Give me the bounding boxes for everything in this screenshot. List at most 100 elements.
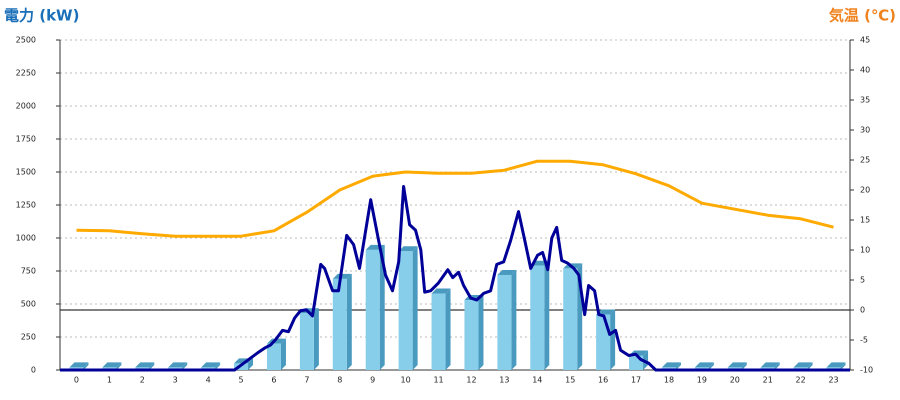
y-tick-label: 1750 bbox=[16, 135, 36, 144]
bar-side bbox=[807, 362, 813, 370]
bar-top bbox=[793, 362, 813, 368]
bar-top bbox=[661, 362, 681, 368]
bar-top bbox=[431, 288, 451, 294]
bar-side bbox=[182, 362, 188, 370]
y2-tick-label: -5 bbox=[860, 336, 868, 345]
x-tick-label: 11 bbox=[433, 376, 443, 385]
bar-side bbox=[83, 362, 89, 370]
bar bbox=[332, 278, 347, 370]
bar bbox=[530, 265, 545, 370]
bar-top bbox=[332, 273, 352, 279]
power-line bbox=[60, 185, 850, 372]
bar bbox=[497, 274, 512, 370]
bar-top bbox=[596, 309, 616, 315]
y2-tick-label: 35 bbox=[860, 96, 870, 105]
bar bbox=[596, 314, 611, 370]
y-tick-label: 1250 bbox=[16, 201, 36, 210]
y-axis-title: 電力 (kW) bbox=[4, 7, 79, 25]
bar bbox=[365, 249, 380, 370]
y2-tick-label: 15 bbox=[860, 216, 870, 225]
bar-side bbox=[708, 362, 714, 370]
y2-tick-label: 45 bbox=[860, 36, 870, 45]
x-tick-label: 5 bbox=[238, 376, 243, 385]
y-tick-label: 500 bbox=[21, 300, 36, 309]
bar-top bbox=[168, 362, 188, 368]
bar bbox=[563, 268, 578, 370]
bar-top bbox=[201, 362, 221, 368]
bar-top bbox=[826, 362, 846, 368]
bar-side bbox=[116, 362, 122, 370]
bar-side bbox=[412, 246, 418, 370]
y2-tick-label: 0 bbox=[860, 306, 865, 315]
y2-tick-label: -10 bbox=[860, 366, 873, 375]
bar-side bbox=[478, 295, 484, 370]
x-tick-label: 10 bbox=[401, 376, 411, 385]
x-tick-label: 2 bbox=[140, 376, 145, 385]
bar-side bbox=[379, 244, 385, 370]
temperature-line bbox=[76, 159, 834, 238]
bar-top bbox=[727, 362, 747, 368]
x-tick-label: 3 bbox=[173, 376, 178, 385]
y-tick-label: 2500 bbox=[16, 36, 36, 45]
x-tick-label: 7 bbox=[304, 376, 309, 385]
bar-side bbox=[544, 260, 550, 370]
x-tick-label: 13 bbox=[499, 376, 509, 385]
y2-tick-label: 10 bbox=[860, 246, 870, 255]
bar-side bbox=[248, 358, 254, 370]
x-tick-label: 12 bbox=[466, 376, 476, 385]
bar-top bbox=[760, 362, 780, 368]
bar-side bbox=[280, 338, 286, 370]
bar-side bbox=[774, 362, 780, 370]
x-tick-label: 6 bbox=[271, 376, 276, 385]
x-tick-label: 0 bbox=[74, 376, 79, 385]
bar bbox=[299, 313, 314, 370]
x-tick-label: 18 bbox=[664, 376, 674, 385]
y-tick-label: 750 bbox=[21, 267, 36, 276]
bar-side bbox=[215, 362, 221, 370]
x-tick-label: 14 bbox=[532, 376, 542, 385]
x-tick-label: 16 bbox=[598, 376, 608, 385]
x-tick-label: 1 bbox=[107, 376, 112, 385]
x-tick-label: 20 bbox=[730, 376, 740, 385]
bar-top bbox=[102, 362, 122, 368]
y-tick-label: 2000 bbox=[16, 102, 36, 111]
x-tick-label: 21 bbox=[763, 376, 773, 385]
x-tick-label: 19 bbox=[697, 376, 707, 385]
x-tick-label: 4 bbox=[206, 376, 211, 385]
x-tick-label: 23 bbox=[828, 376, 838, 385]
x-tick-label: 8 bbox=[337, 376, 342, 385]
bar-top bbox=[497, 269, 517, 275]
y-tick-label: 1500 bbox=[16, 168, 36, 177]
bar-top bbox=[135, 362, 155, 368]
x-tick-label: 17 bbox=[631, 376, 641, 385]
bar-side bbox=[840, 362, 846, 370]
bar-top bbox=[398, 246, 418, 252]
bar-side bbox=[741, 362, 747, 370]
y-tick-label: 1000 bbox=[16, 234, 36, 243]
y-tick-label: 0 bbox=[31, 366, 36, 375]
bar-side bbox=[445, 288, 451, 370]
y2-axis-title: 気温 (℃) bbox=[829, 7, 896, 25]
bar-side bbox=[675, 362, 681, 370]
bar bbox=[266, 343, 281, 370]
bar-top bbox=[694, 362, 714, 368]
bar-side bbox=[313, 308, 319, 370]
y-tick-label: 2250 bbox=[16, 69, 36, 78]
y2-tick-label: 20 bbox=[860, 186, 870, 195]
y2-tick-label: 5 bbox=[860, 276, 865, 285]
x-tick-label: 9 bbox=[370, 376, 375, 385]
bar-side bbox=[346, 273, 352, 370]
x-tick-label: 15 bbox=[565, 376, 575, 385]
y2-tick-label: 30 bbox=[860, 126, 870, 135]
bar-side bbox=[149, 362, 155, 370]
bar bbox=[431, 293, 446, 370]
y-tick-label: 250 bbox=[21, 333, 36, 342]
y2-tick-label: 25 bbox=[860, 156, 870, 165]
bar bbox=[398, 251, 413, 370]
y2-tick-label: 40 bbox=[860, 66, 870, 75]
x-tick-label: 22 bbox=[796, 376, 806, 385]
bar-side bbox=[511, 269, 517, 370]
bar bbox=[464, 300, 479, 370]
bar-top bbox=[69, 362, 89, 368]
